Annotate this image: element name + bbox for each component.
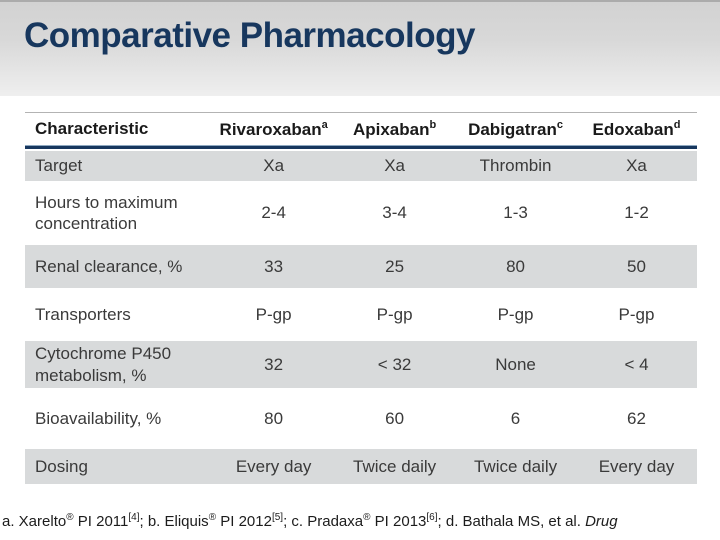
cell-value: Xa (626, 156, 647, 176)
cell-value: P-gp (497, 304, 534, 324)
column-header-text: Rivaroxaban (219, 119, 322, 139)
table-row: Cytochrome P450 metabolism, % 32 < 32 None <… (25, 339, 697, 390)
footnote-superscript: ® (363, 512, 371, 523)
column-header-rivaroxaban: Rivaroxabana (213, 119, 334, 140)
row-label: Target (35, 156, 83, 176)
cell-value: Every day (598, 456, 675, 476)
footnote-text: ; d. Bathala MS, et al. (437, 513, 586, 530)
header-divider (25, 145, 697, 149)
footnote-text: ; c. Pradaxa (283, 513, 364, 530)
footnote-text: PI 2013 (370, 513, 427, 530)
cell-value: < 4 (624, 354, 649, 374)
column-header-text: Dabigatran (468, 119, 557, 139)
cell-value: 1-3 (503, 203, 528, 223)
page-title: Comparative Pharmacology (24, 16, 475, 55)
column-header-characteristic: Characteristic (25, 119, 213, 139)
cell-value: None (495, 354, 536, 374)
column-header-text: Apixaban (352, 119, 430, 139)
footnote-text: a. Xarelto (2, 513, 67, 530)
table-header-row: Characteristic Rivaroxabana Apixabanb Dabig… (25, 112, 697, 145)
row-label: Transporters (35, 304, 131, 324)
row-label: Renal clearance, % (35, 256, 183, 276)
cell-value: Every day (235, 456, 312, 476)
column-header-edoxaban: Edoxaband (576, 119, 697, 140)
table-row: Hours to maximum concentration 2-4 3-4 1-3 1… (25, 183, 697, 243)
pharmacology-table: Characteristic Rivaroxabana Apixabanb Dabig… (25, 112, 697, 486)
table-row: Transporters P-gp P-gp P-gp P-gp (25, 290, 697, 339)
table-body: Target Xa Xa Thrombin Xa Hours to maximum con… (25, 149, 697, 486)
cell-value: Thrombin (479, 156, 552, 176)
column-header-superscript: b (429, 118, 437, 131)
cell-value: 50 (627, 256, 646, 276)
cell-value: 80 (506, 256, 525, 276)
row-label: Cytochrome P450 metabolism, % (35, 344, 172, 385)
footnote-superscript: [5] (271, 512, 284, 523)
table-row: Renal clearance, % 33 25 80 50 (25, 243, 697, 290)
footnote-text: Drug (585, 513, 618, 530)
cell-value: 32 (264, 354, 284, 374)
footnote-text: PI 2012 (216, 513, 272, 530)
cell-value: 33 (264, 256, 284, 276)
footnote-superscript: ® (66, 512, 74, 523)
footnote-text: ; b. Eliquis (139, 513, 209, 530)
cell-value: < 32 (377, 354, 412, 374)
title-band (0, 0, 720, 96)
column-header-superscript: d (673, 118, 681, 131)
cell-value: Xa (263, 156, 285, 176)
cell-value: P-gp (618, 304, 655, 324)
footnote-superscript: [4] (128, 512, 140, 523)
column-header-apixaban: Apixabanb (334, 119, 455, 140)
column-header-superscript: c (556, 118, 563, 131)
footnote-superscript: ® (208, 512, 217, 523)
cell-value: 3-4 (382, 203, 407, 223)
row-label: Hours to maximum concentration (35, 192, 178, 233)
column-header-dabigatran: Dabigatranc (455, 119, 576, 140)
cell-value: P-gp (376, 304, 413, 324)
cell-value: 6 (510, 408, 521, 428)
table-row: Bioavailability, % 80 60 6 62 (25, 390, 697, 447)
table-row: Target Xa Xa Thrombin Xa (25, 149, 697, 183)
row-label: Bioavailability, % (35, 408, 162, 428)
row-label: Dosing (35, 456, 88, 476)
column-header-text: Characteristic (35, 119, 149, 138)
cell-value: Twice daily (353, 456, 437, 476)
column-header-superscript: a (321, 118, 328, 131)
cell-value: 60 (385, 408, 405, 428)
cell-value: 25 (385, 256, 405, 276)
cell-value: 2-4 (261, 203, 286, 223)
footnote-text: PI 2011 (73, 513, 129, 530)
cell-value: P-gp (255, 304, 292, 324)
column-header-text: Edoxaban (592, 119, 674, 139)
footnote-superscript: [6] (426, 512, 438, 523)
cell-value: Xa (384, 156, 405, 176)
footnote: a. Xarelto® PI 2011[4]; b. Eliquis® PI 2… (2, 505, 718, 535)
cell-value: 62 (627, 408, 646, 428)
cell-value: 80 (264, 408, 284, 428)
cell-value: 1-2 (624, 203, 649, 223)
table-row: Dosing Every day Twice daily Twice daily Eve… (25, 447, 697, 486)
cell-value: Twice daily (473, 456, 558, 476)
